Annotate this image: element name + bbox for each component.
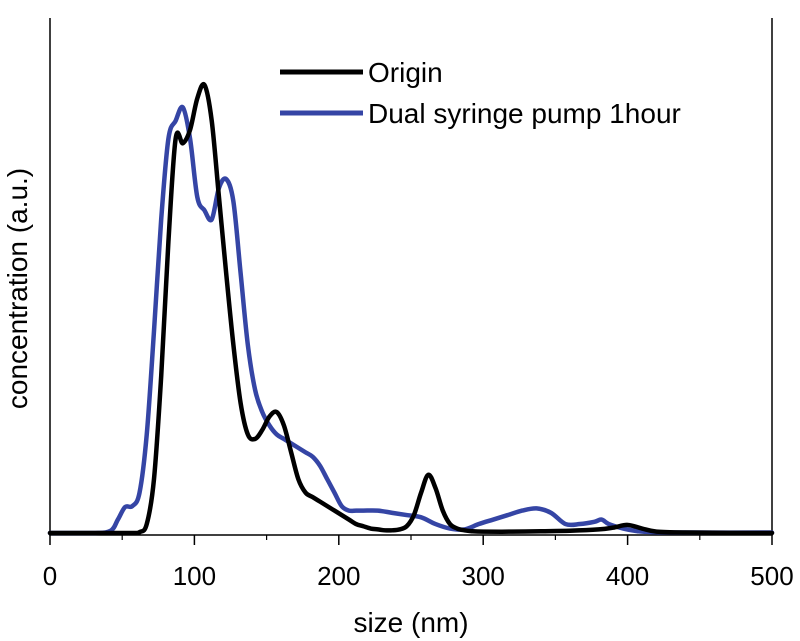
x-axis-tick-labels: 0 100 200 300 400 500 xyxy=(43,561,794,591)
plot-area xyxy=(47,18,775,536)
series-line-origin xyxy=(47,81,775,536)
legend: Origin Dual syringe pump 1hour xyxy=(280,57,681,129)
x-axis-ticks xyxy=(49,535,773,545)
legend-label-dual-syringe: Dual syringe pump 1hour xyxy=(368,98,681,129)
x-tick-label-400: 400 xyxy=(606,561,649,591)
x-tick-label-300: 300 xyxy=(462,561,505,591)
series-line-dual-syringe-pump-1hour xyxy=(47,104,775,536)
x-axis-title: size (nm) xyxy=(353,607,468,638)
legend-label-origin: Origin xyxy=(368,57,443,88)
x-tick-label-100: 100 xyxy=(173,561,216,591)
series-layer xyxy=(47,81,775,536)
x-tick-label-0: 0 xyxy=(43,561,57,591)
x-tick-label-200: 200 xyxy=(317,561,360,591)
y-axis-title: concentration (a.u.) xyxy=(2,168,33,409)
x-tick-label-500: 500 xyxy=(750,561,793,591)
